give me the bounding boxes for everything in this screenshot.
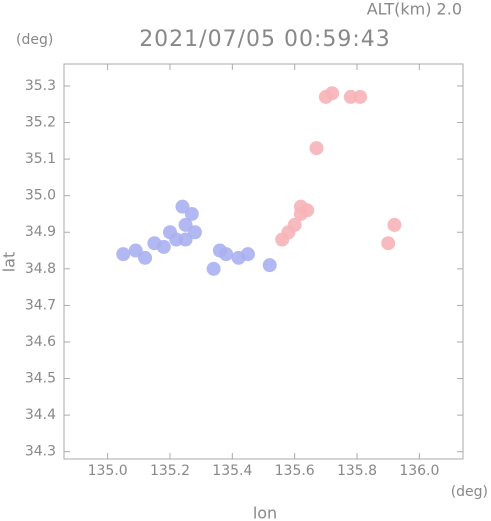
plot-frame [63,63,464,460]
y-tick-label: 34.4 [25,407,56,423]
echo-point [325,86,340,101]
y-tick-label: 34.8 [25,261,56,277]
x-tick-label: 136.0 [399,463,439,479]
y-tick-label: 35.3 [25,78,56,94]
y-unit: (deg) [16,32,53,48]
echo-point [156,239,171,254]
echo-point [175,199,190,214]
y-tick-label: 34.5 [25,371,56,387]
echo-point [178,232,193,247]
echo-point [116,247,131,262]
y-tick-label: 35.2 [25,115,56,131]
y-tick-label: 34.7 [25,297,56,313]
x-unit: (deg) [451,484,488,500]
y-tick-label: 35.1 [25,151,56,167]
y-tick-label: 34.3 [25,444,56,460]
subtitle: ALT(km) 2.0 [367,0,462,19]
echo-point [275,232,290,247]
echo-point [262,258,277,273]
echo-point [293,199,308,214]
x-tick-label: 135.2 [150,463,190,479]
y-axis-label: lat [0,252,19,273]
echo-point [353,89,368,104]
echo-point [240,247,255,262]
echo-point [387,217,402,232]
x-tick-label: 135.4 [212,463,252,479]
y-tick-label: 34.6 [25,334,56,350]
echo-point [138,250,153,265]
x-tick-label: 135.0 [88,463,128,479]
x-tick-label: 135.6 [275,463,315,479]
echo-point [381,236,396,251]
chart-title: 2021/07/05 00:59:43 [139,27,391,52]
y-tick-label: 35.0 [25,188,56,204]
echo-point [309,141,324,156]
echo-point [219,247,234,262]
x-axis-label: lon [253,504,277,521]
y-tick-label: 34.9 [25,224,56,240]
x-tick-label: 135.8 [337,463,377,479]
echo-point [206,261,221,276]
